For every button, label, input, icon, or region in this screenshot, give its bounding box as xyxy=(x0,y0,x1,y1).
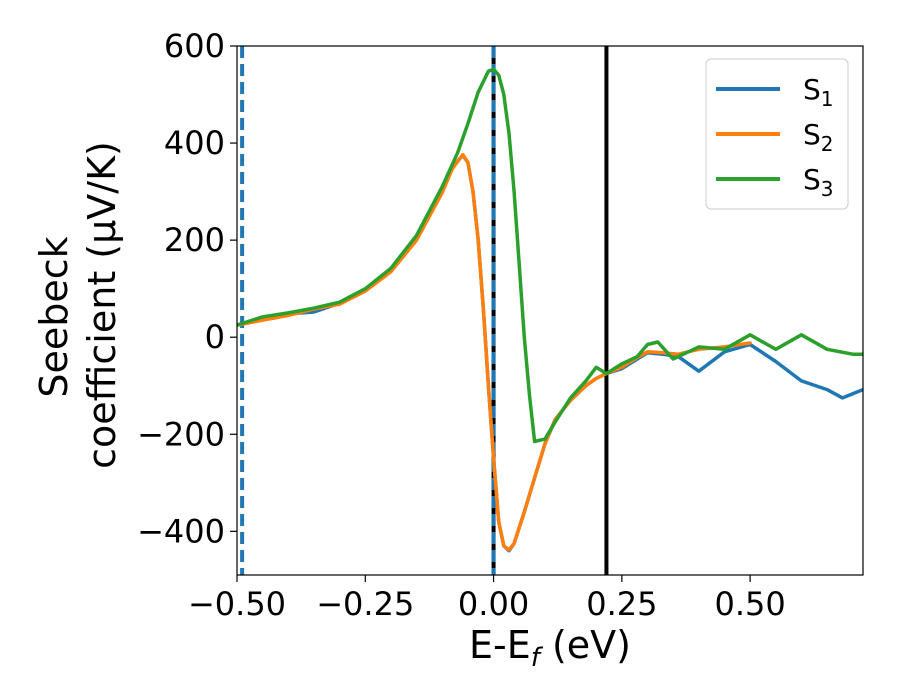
series-line-1 xyxy=(237,153,863,553)
y-tick-label: 400 xyxy=(164,124,225,162)
y-tick-label: 200 xyxy=(164,221,225,259)
x-tick-label: −0.25 xyxy=(316,585,414,623)
x-axis-label: E-Ef (eV) xyxy=(469,623,631,673)
vertical-reference-lines xyxy=(240,46,609,575)
y-tick-label: 0 xyxy=(205,318,225,356)
x-axis-ticks: −0.50 −0.25 0.00 0.25 0.50 xyxy=(188,575,786,623)
data-series xyxy=(237,67,863,553)
x-tick-label: 0.00 xyxy=(458,585,529,623)
legend-label-2: S2 xyxy=(803,118,834,156)
legend: S1 S2 S3 xyxy=(705,58,849,210)
x-tick-label: 0.50 xyxy=(714,585,785,623)
legend-label-1: S1 xyxy=(803,73,834,111)
series-line-3 xyxy=(237,67,863,444)
x-tick-label: 0.25 xyxy=(586,585,657,623)
y-axis-label-line2: coefficient (μV/K) xyxy=(80,141,124,469)
x-tick-label: −0.50 xyxy=(188,585,286,623)
legend-label-3: S3 xyxy=(803,163,834,201)
plot-frame xyxy=(236,45,864,576)
y-tick-label: 600 xyxy=(164,27,225,65)
y-axis-label-line1: Seebeck xyxy=(32,236,76,397)
x-axis-label-unit: (eV) xyxy=(540,623,631,667)
y-tick-label: −200 xyxy=(137,415,225,453)
y-axis-ticks: 600 400 200 0 −200 −400 xyxy=(137,27,237,550)
y-tick-label: −400 xyxy=(137,512,225,550)
